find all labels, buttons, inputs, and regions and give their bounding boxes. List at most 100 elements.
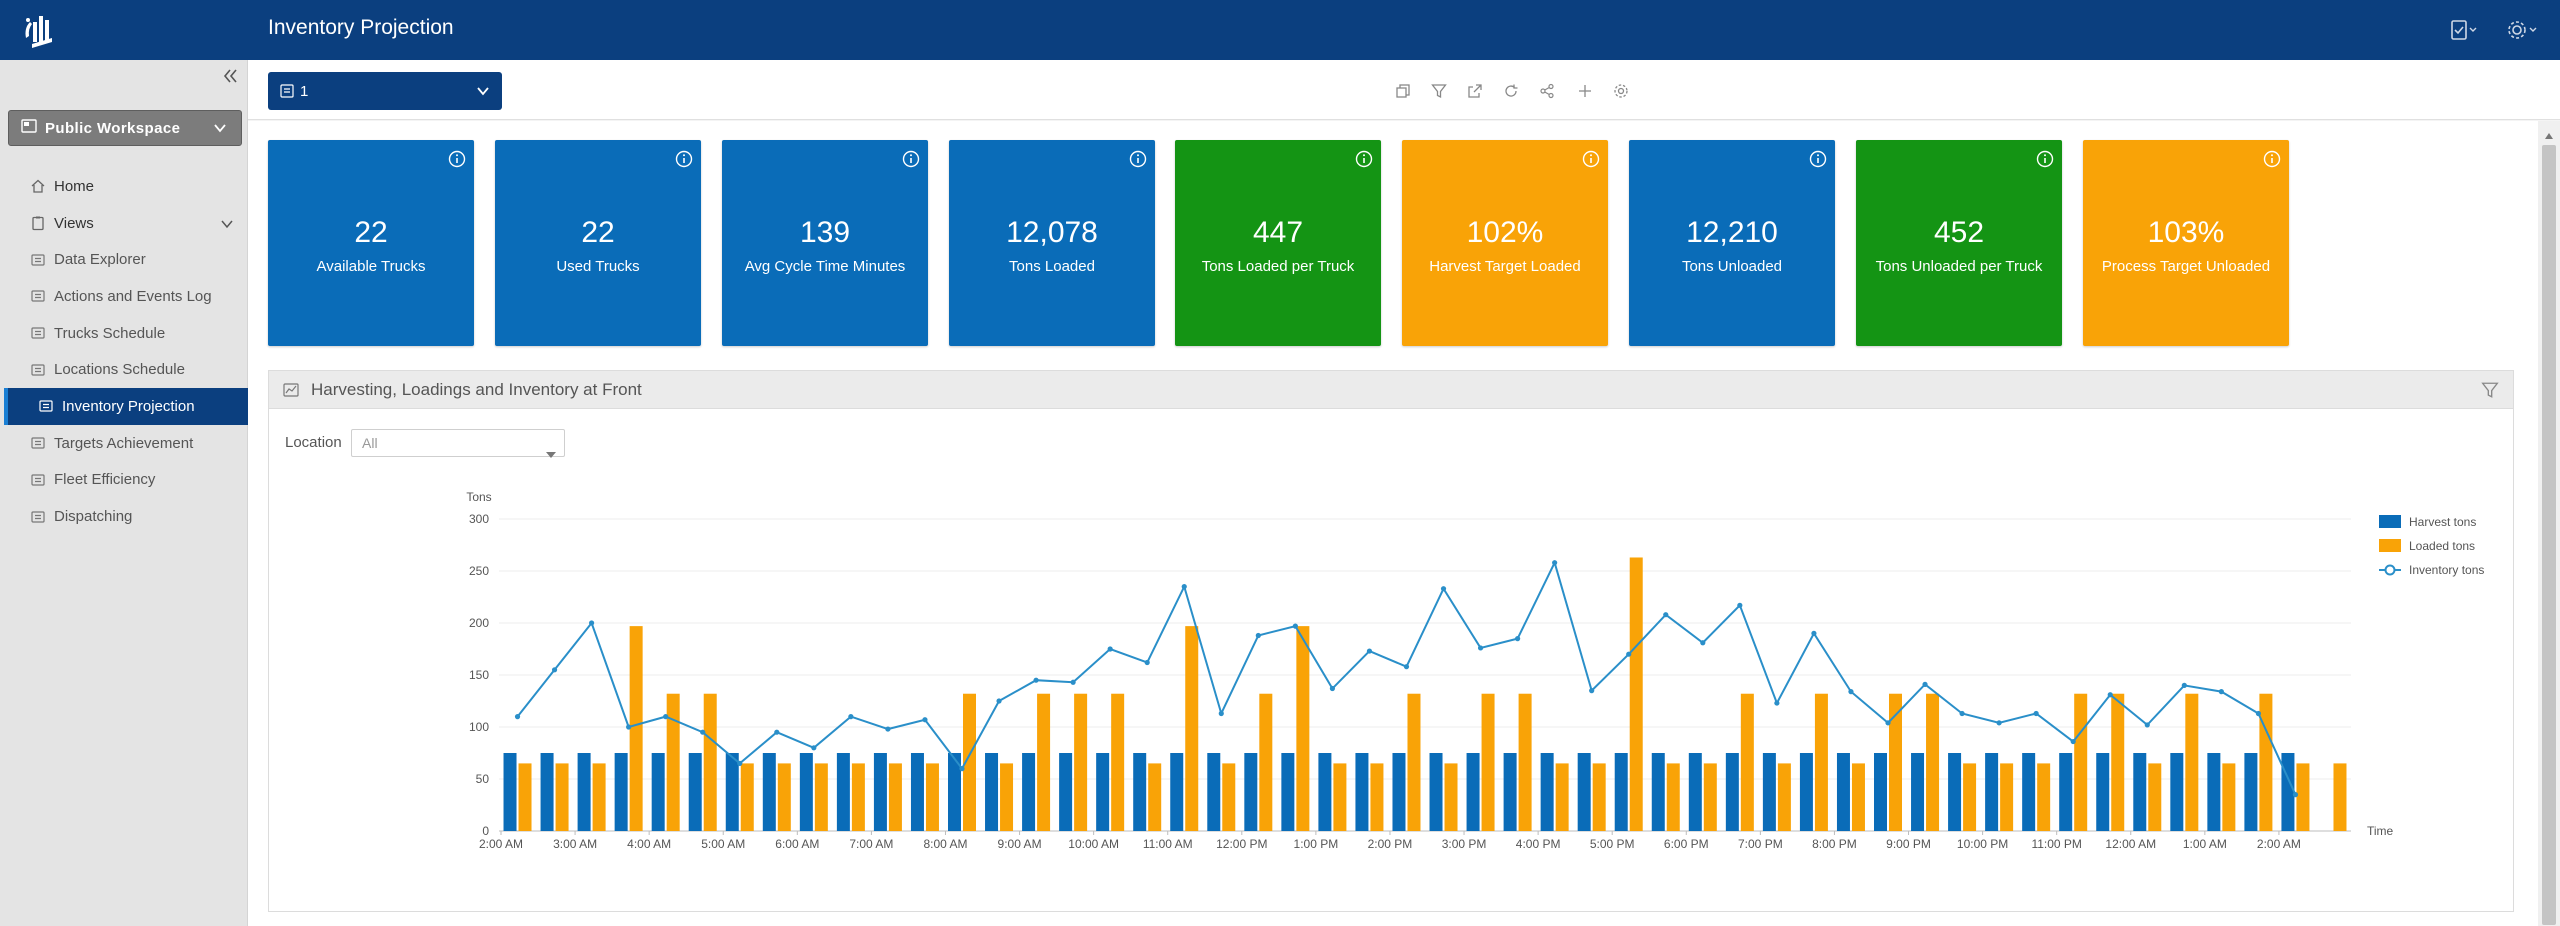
info-icon[interactable] xyxy=(902,150,920,168)
inventory-point xyxy=(1403,664,1410,670)
info-icon[interactable] xyxy=(1355,150,1373,168)
inventory-point xyxy=(1774,700,1780,706)
legend-swatch-harvest xyxy=(2379,515,2401,528)
x-tick-label: 11:00 AM xyxy=(1143,837,1193,851)
x-tick-label: 7:00 AM xyxy=(849,837,893,851)
settings-icon[interactable] xyxy=(1610,80,1632,102)
sidebar-item-locations-schedule[interactable]: Locations Schedule xyxy=(0,351,248,388)
location-filter-label: Location xyxy=(285,434,342,451)
harvest-bar xyxy=(1577,753,1591,831)
info-icon[interactable] xyxy=(1809,150,1827,168)
location-select[interactable]: All xyxy=(351,429,565,458)
sidebar-item-fleet-efficiency[interactable]: Fleet Efficiency xyxy=(0,462,248,499)
kpi-value: 102% xyxy=(1466,216,1544,249)
x-tick-label: 12:00 PM xyxy=(1216,837,1267,851)
inventory-point xyxy=(1292,623,1298,629)
inventory-point xyxy=(959,766,965,772)
sidebar-item-label: Dispatching xyxy=(54,508,133,526)
harvest-bar xyxy=(799,753,813,831)
info-icon[interactable] xyxy=(675,150,693,168)
x-tick-label: 2:00 PM xyxy=(1368,837,1413,851)
copy-icon[interactable] xyxy=(1392,80,1414,102)
harvest-bar xyxy=(1874,753,1887,831)
gear-icon[interactable] xyxy=(2506,17,2540,43)
chart-panel: Harvesting, Loadings and Inventory at Fr… xyxy=(268,370,2514,912)
filter-icon[interactable] xyxy=(2481,381,2499,404)
legend-label-inventory: Inventory tons xyxy=(2409,563,2484,577)
sidebar-item-label: Data Explorer xyxy=(54,251,146,269)
loaded-bar xyxy=(629,626,643,831)
harvest-bar xyxy=(836,753,850,831)
clipboard-check-icon[interactable] xyxy=(2448,17,2482,43)
sidebar-item-dispatching[interactable]: Dispatching xyxy=(0,498,248,535)
kpi-value: 139 xyxy=(799,216,851,249)
view-icon xyxy=(30,435,46,451)
sidebar-item-views[interactable]: Views xyxy=(0,205,248,242)
harvest-bar xyxy=(1207,753,1221,831)
inventory-point xyxy=(2107,692,2113,698)
harvest-bar xyxy=(1540,753,1554,831)
loaded-bar xyxy=(1555,763,1569,831)
harvest-bar xyxy=(1022,753,1036,831)
sidebar-item-label: Trucks Schedule xyxy=(54,324,166,342)
share-icon[interactable] xyxy=(1536,80,1558,102)
harvest-bar xyxy=(1429,753,1443,831)
loaded-bar xyxy=(1518,693,1532,831)
sidebar xyxy=(0,60,248,926)
workspace-icon xyxy=(21,119,37,137)
loaded-bar xyxy=(555,763,569,831)
add-icon[interactable] xyxy=(1574,80,1596,102)
caret-down-icon xyxy=(546,440,556,466)
info-icon[interactable] xyxy=(448,150,466,168)
filter-icon[interactable] xyxy=(1428,80,1450,102)
sidebar-item-label: Locations Schedule xyxy=(54,361,185,379)
loaded-bar xyxy=(1037,693,1051,831)
scroll-up-arrow-icon[interactable] xyxy=(2544,127,2554,145)
info-icon[interactable] xyxy=(1129,150,1147,168)
dashboard-logo-icon[interactable] xyxy=(18,8,62,52)
workspace-selector[interactable]: Public Workspace xyxy=(8,110,242,146)
loaded-bar xyxy=(1629,557,1643,831)
sidebar-item-inventory-projection[interactable]: Inventory Projection xyxy=(4,388,248,425)
x-tick-label: 4:00 PM xyxy=(1516,837,1561,851)
inventory-point xyxy=(811,745,817,751)
loaded-bar xyxy=(1444,763,1458,831)
inventory-point xyxy=(1700,640,1706,646)
loaded-bar xyxy=(1592,763,1606,831)
loaded-bar xyxy=(1703,763,1717,831)
inventory-point xyxy=(1626,651,1632,657)
loaded-bar xyxy=(703,693,717,831)
sidebar-item-home[interactable]: Home xyxy=(0,168,248,205)
vertical-scrollbar[interactable] xyxy=(2538,121,2560,926)
inventory-point xyxy=(922,717,928,723)
external-link-icon[interactable] xyxy=(1464,80,1486,102)
sidebar-item-trucks-schedule[interactable]: Trucks Schedule xyxy=(0,315,248,352)
sidebar-item-targets-achievement[interactable]: Targets Achievement xyxy=(0,425,248,462)
sidebar-item-data-explorer[interactable]: Data Explorer xyxy=(0,241,248,278)
info-icon[interactable] xyxy=(2263,150,2281,168)
workspace-label: Public Workspace xyxy=(45,119,181,137)
chevron-down-icon xyxy=(220,217,234,235)
harvest-bar xyxy=(1096,753,1110,831)
kpi-harvest-target-loaded: 102% Harvest Target Loaded xyxy=(1402,140,1608,346)
inventory-point xyxy=(589,620,595,626)
kpi-value: 452 xyxy=(1933,216,1985,249)
harvest-bar xyxy=(651,753,665,831)
inventory-point xyxy=(1996,720,2002,726)
sidebar-item-actions-and-events-log[interactable]: Actions and Events Log xyxy=(0,278,248,315)
panel-header: Harvesting, Loadings and Inventory at Fr… xyxy=(269,371,2513,409)
collapse-sidebar-icon[interactable] xyxy=(220,66,240,86)
info-icon[interactable] xyxy=(2036,150,2054,168)
scrollbar-thumb[interactable] xyxy=(2542,145,2556,925)
info-icon[interactable] xyxy=(1582,150,1600,168)
harvest-bar xyxy=(2244,753,2258,831)
harvest-bar xyxy=(1170,753,1184,831)
chevron-down-icon xyxy=(476,84,490,102)
view-selector[interactable]: 1 xyxy=(268,72,502,110)
kpi-available-trucks: 22 Available Trucks xyxy=(268,140,474,346)
kpi-value: 12,210 xyxy=(1686,216,1778,249)
sidebar-item-label: Actions and Events Log xyxy=(54,287,212,305)
refresh-icon[interactable] xyxy=(1500,80,1522,102)
inventory-point xyxy=(514,714,521,720)
loaded-bar xyxy=(2222,763,2236,831)
